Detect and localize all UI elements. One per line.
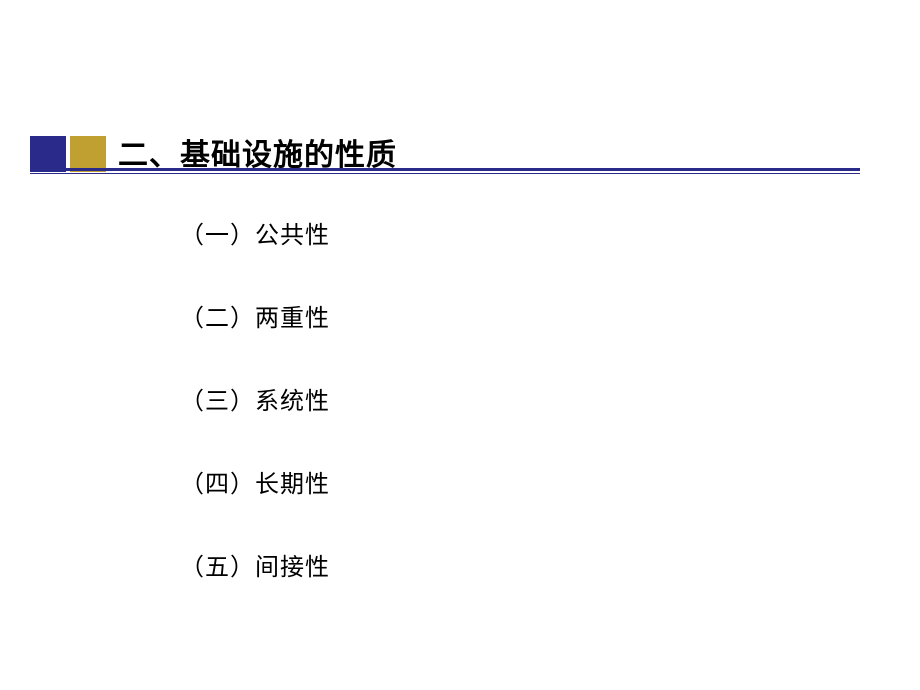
list-item: （一）公共性	[180, 215, 330, 250]
title-underline	[30, 168, 860, 174]
underline-thick	[30, 168, 860, 171]
box-dark-blue	[30, 136, 66, 172]
list-item: （二）两重性	[180, 298, 330, 333]
list-item: （三）系统性	[180, 381, 330, 416]
decorative-boxes	[30, 136, 106, 172]
underline-thin	[30, 173, 860, 174]
content-list: （一）公共性 （二）两重性 （三）系统性 （四）长期性 （五）间接性	[180, 215, 330, 630]
list-item: （五）间接性	[180, 547, 330, 582]
list-item: （四）长期性	[180, 464, 330, 499]
box-gold	[70, 136, 106, 172]
